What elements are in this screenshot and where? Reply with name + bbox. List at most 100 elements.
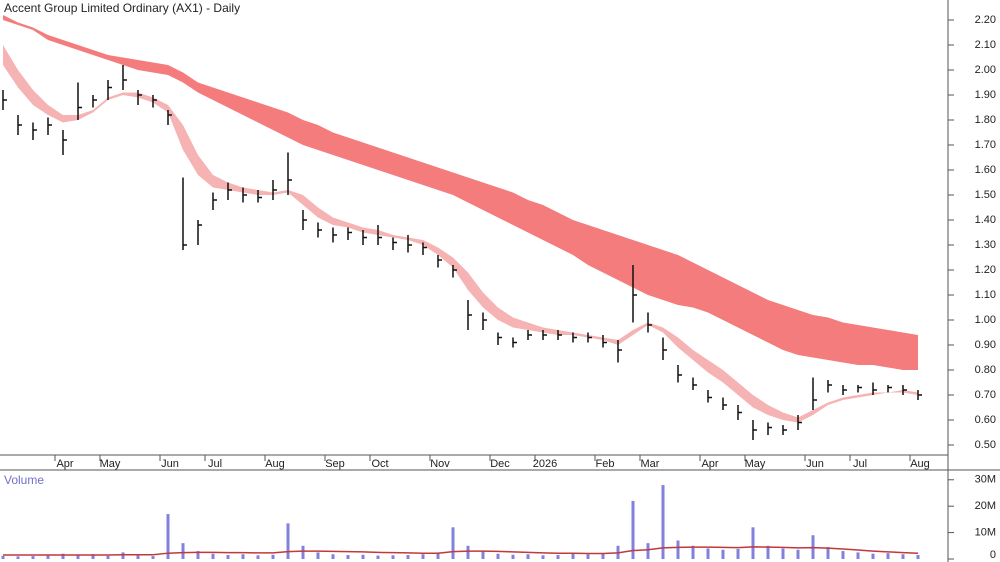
volume-bar	[526, 554, 530, 559]
volume-bar	[421, 554, 425, 559]
volume-bar	[166, 514, 170, 559]
volume-bar	[766, 545, 770, 559]
volume-bar	[181, 543, 185, 559]
volume-bar	[256, 555, 260, 559]
volume-bar	[601, 553, 605, 559]
volume-bar	[331, 554, 335, 559]
volume-bar	[136, 555, 140, 559]
chart-title: Accent Group Limited Ordinary (AX1) - Da…	[4, 1, 240, 15]
x-tick-label: 2026	[533, 458, 557, 470]
x-tick-label: Jun	[806, 458, 824, 470]
volume-bar	[706, 548, 710, 559]
volume-bar	[871, 553, 875, 559]
x-tick-label: Sep	[325, 458, 345, 470]
volume-bar	[901, 554, 905, 559]
volume-bar	[496, 553, 500, 559]
volume-bar	[226, 555, 230, 559]
x-tick-label: Apr	[701, 458, 718, 470]
volume-bar	[211, 553, 215, 559]
volume-bar	[661, 485, 665, 559]
volume-bar	[106, 555, 110, 559]
volume-bar	[196, 551, 200, 559]
y-tick-label: 1.20	[975, 264, 996, 276]
x-tick-label: Aug	[265, 458, 285, 470]
volume-bar	[646, 543, 650, 559]
y-tick-label: 2.10	[975, 39, 996, 51]
y-tick-label: 0.70	[975, 389, 996, 401]
volume-bar	[466, 545, 470, 559]
volume-bar	[16, 556, 20, 559]
volume-bar	[391, 555, 395, 559]
volume-bar	[511, 554, 515, 559]
y-tick-label: 1.10	[975, 289, 996, 301]
y-tick-label: 1.60	[975, 164, 996, 176]
volume-bar	[556, 555, 560, 559]
volume-bar	[376, 555, 380, 559]
y-tick-label: 10M	[975, 526, 996, 538]
volume-bar	[121, 552, 125, 559]
volume-bar	[481, 551, 485, 559]
x-tick-label: Dec	[490, 458, 510, 470]
volume-bar	[301, 545, 305, 559]
y-tick-label: 0.80	[975, 364, 996, 376]
volume-bar	[61, 553, 65, 559]
volume-bar	[316, 552, 320, 559]
volume-bar	[31, 556, 35, 559]
x-tick-label: Nov	[430, 458, 450, 470]
volume-bar	[571, 553, 575, 559]
volume-bar	[691, 545, 695, 559]
volume-bar	[826, 547, 830, 559]
x-tick-label: May	[100, 458, 121, 470]
y-tick-label: 2.00	[975, 64, 996, 76]
moving-average-band	[3, 45, 918, 423]
volume-bar	[721, 549, 725, 559]
volume-bar	[676, 540, 680, 559]
y-tick-label: 1.80	[975, 114, 996, 126]
volume-bar	[286, 523, 290, 559]
y-tick-label: 0	[990, 549, 996, 561]
y-tick-label: 1.40	[975, 214, 996, 226]
volume-bar	[271, 554, 275, 559]
volume-bar	[76, 555, 80, 559]
volume-bar	[916, 555, 920, 559]
volume-bar	[361, 554, 365, 559]
volume-bar	[241, 554, 245, 559]
y-tick-label: 30M	[975, 474, 996, 486]
volume-title: Volume	[4, 473, 44, 487]
y-tick-label: 2.20	[975, 14, 996, 26]
volume-bar	[751, 527, 755, 559]
volume-bar	[451, 527, 455, 559]
y-tick-label: 1.90	[975, 89, 996, 101]
volume-average-line	[3, 546, 919, 556]
volume-bar	[1, 555, 5, 559]
x-tick-label: May	[745, 458, 766, 470]
y-tick-label: 1.30	[975, 239, 996, 251]
volume-bar	[541, 555, 545, 559]
x-tick-label: Jul	[208, 458, 222, 470]
y-tick-label: 20M	[975, 500, 996, 512]
volume-bar	[856, 552, 860, 559]
volume-bar	[796, 549, 800, 559]
x-tick-label: Aug	[910, 458, 930, 470]
moving-average-band	[3, 15, 918, 370]
volume-bar	[151, 556, 155, 559]
y-tick-label: 0.60	[975, 414, 996, 426]
volume-bar	[631, 500, 635, 559]
x-tick-label: Mar	[641, 458, 660, 470]
y-tick-label: 1.50	[975, 189, 996, 201]
volume-bar	[841, 551, 845, 559]
x-tick-label: Oct	[371, 458, 388, 470]
volume-bar	[91, 554, 95, 559]
y-tick-label: 1.70	[975, 139, 996, 151]
x-tick-label: Feb	[596, 458, 615, 470]
volume-bar	[586, 554, 590, 559]
y-tick-label: 0.90	[975, 339, 996, 351]
volume-bar	[406, 555, 410, 559]
y-tick-label: 0.50	[975, 439, 996, 451]
volume-bar	[886, 553, 890, 559]
x-tick-label: Jul	[853, 458, 867, 470]
x-tick-label: Jun	[161, 458, 179, 470]
y-tick-label: 1.00	[975, 314, 996, 326]
volume-bar	[781, 548, 785, 559]
